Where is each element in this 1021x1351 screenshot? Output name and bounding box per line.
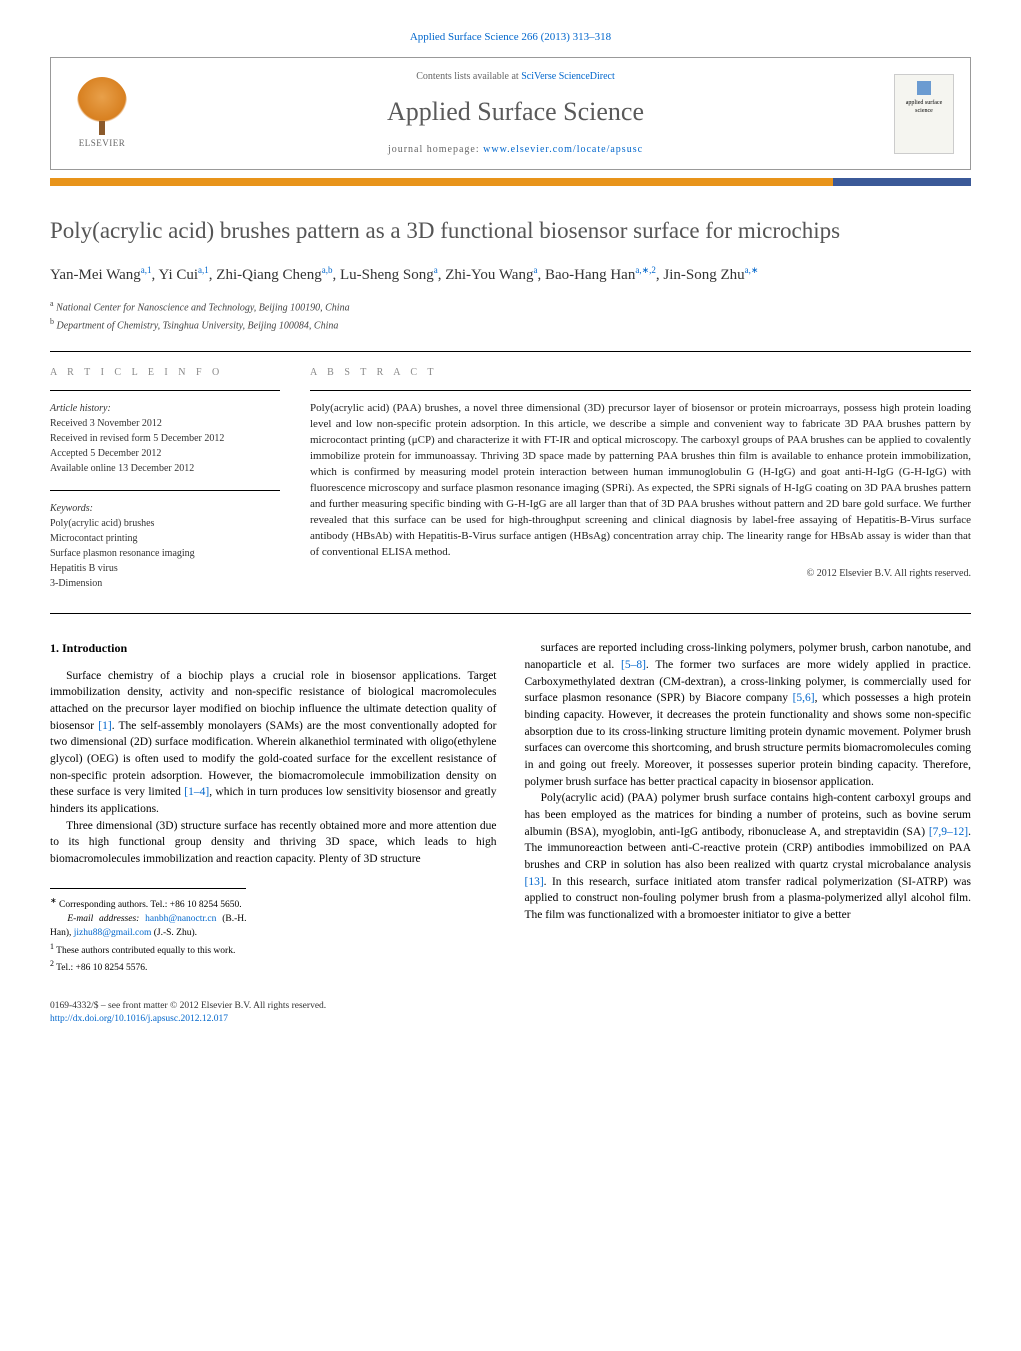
affiliation-a: a National Center for Nanoscience and Te… [50,298,971,316]
footnote-1: 1 These authors contributed equally to t… [50,941,246,958]
kw-3: Hepatitis B virus [50,563,118,574]
cover-text: applied surface science [898,99,950,116]
email2-link[interactable]: jizhu88@gmail.com [74,928,152,938]
body-p3: surfaces are reported including cross-li… [525,640,972,790]
homepage-prefix: journal homepage: [388,144,483,155]
history-label: Article history: [50,401,280,416]
abstract-rule [310,390,971,391]
elsevier-tree-icon [77,77,127,127]
keywords-label: Keywords: [50,501,280,516]
journal-cover-thumb: applied surface science [894,74,954,154]
header-center: Contents lists available at SciVerse Sci… [153,70,878,156]
abstract-col: a b s t r a c t Poly(acrylic acid) (PAA)… [310,366,971,605]
section-1-heading: 1. Introduction [50,640,497,657]
abstract-heading: a b s t r a c t [310,366,971,380]
body-p2: Three dimensional (3D) structure surface… [50,818,497,868]
page-header-reference: Applied Surface Science 266 (2013) 313–3… [50,30,971,45]
citation-link[interactable]: [7,9–12] [929,826,968,838]
footer-meta: 0169-4332/$ – see front matter © 2012 El… [50,1000,971,1028]
citation-link[interactable]: [5–8] [621,659,646,671]
history-2: Accepted 5 December 2012 [50,448,161,459]
article-history: Article history: Received 3 November 201… [50,401,280,476]
rule-bottom [50,613,971,614]
body-p1: Surface chemistry of a biochip plays a c… [50,668,497,818]
footnote-emails: E-mail addresses: hanbh@nanoctr.cn (B.-H… [50,912,246,941]
kw-4: 3-Dimension [50,578,102,589]
footnotes: ∗ Corresponding authors. Tel.: +86 10 82… [50,888,246,976]
body-text: 1. Introduction Surface chemistry of a b… [50,640,971,975]
keywords-rule [50,490,280,491]
contents-prefix: Contents lists available at [416,71,521,82]
doi-link[interactable]: http://dx.doi.org/10.1016/j.apsusc.2012.… [50,1014,228,1024]
sciencedirect-link[interactable]: SciVerse ScienceDirect [521,71,615,82]
rule-top [50,351,971,352]
contents-available-line: Contents lists available at SciVerse Sci… [153,70,878,84]
footnote-2: 2 Tel.: +86 10 8254 5576. [50,958,246,975]
history-0: Received 3 November 2012 [50,418,162,429]
affiliation-b: b Department of Chemistry, Tsinghua Univ… [50,316,971,334]
citation-link[interactable]: [1] [98,720,111,732]
abstract-text: Poly(acrylic acid) (PAA) brushes, a nove… [310,401,971,560]
citation-link[interactable]: [1–4] [184,786,209,798]
elsevier-name: ELSEVIER [79,137,126,150]
info-abstract-row: a r t i c l e i n f o Article history: R… [50,366,971,605]
authors-line: Yan-Mei Wanga,1, Yi Cuia,1, Zhi-Qiang Ch… [50,264,971,286]
history-3: Available online 13 December 2012 [50,463,194,474]
affiliations: a National Center for Nanoscience and Te… [50,298,971,334]
issn-line: 0169-4332/$ – see front matter © 2012 El… [50,1000,971,1014]
color-bar [50,178,971,186]
abstract-copyright: © 2012 Elsevier B.V. All rights reserved… [310,567,971,581]
email1-link[interactable]: hanbh@nanoctr.cn [145,914,216,924]
citation-link[interactable]: [5,6] [793,692,815,704]
journal-header-box: ELSEVIER Contents lists available at Sci… [50,57,971,169]
article-info-heading: a r t i c l e i n f o [50,366,280,380]
history-1: Received in revised form 5 December 2012 [50,433,224,444]
info-rule [50,390,280,391]
homepage-line: journal homepage: www.elsevier.com/locat… [153,143,878,157]
article-title: Poly(acrylic acid) brushes pattern as a … [50,216,971,246]
homepage-link[interactable]: www.elsevier.com/locate/apsusc [483,144,643,155]
elsevier-logo: ELSEVIER [67,74,137,154]
kw-1: Microcontact printing [50,533,137,544]
footnote-corr: ∗ Corresponding authors. Tel.: +86 10 82… [50,895,246,912]
citation-link[interactable]: [13] [525,876,544,888]
keywords-block: Keywords: Poly(acrylic acid) brushes Mic… [50,501,280,591]
article-info-col: a r t i c l e i n f o Article history: R… [50,366,280,605]
kw-2: Surface plasmon resonance imaging [50,548,195,559]
journal-name: Applied Surface Science [153,94,878,130]
body-p4: Poly(acrylic acid) (PAA) polymer brush s… [525,790,972,923]
cover-mark-icon [917,81,931,95]
kw-0: Poly(acrylic acid) brushes [50,518,154,529]
